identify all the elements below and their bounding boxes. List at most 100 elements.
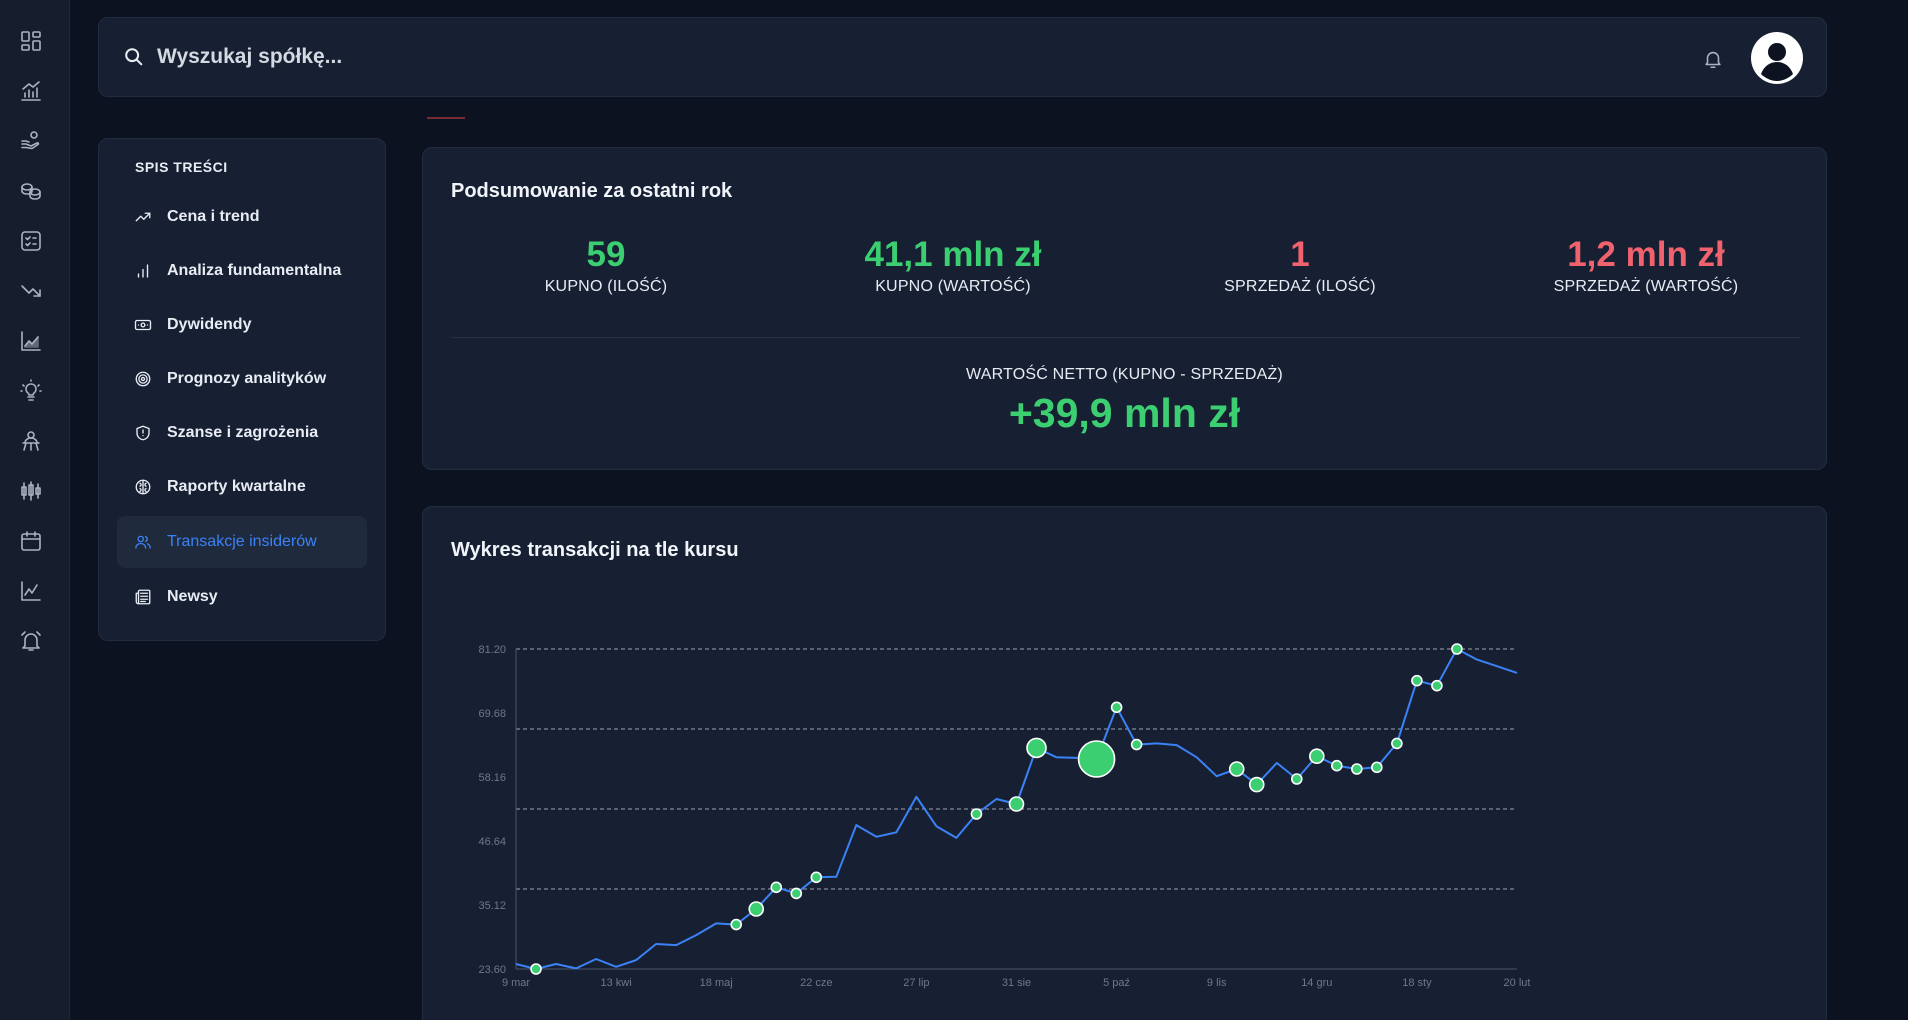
transaction-marker [1008, 796, 1025, 812]
toc-item-raporty-kwartalne[interactable]: Raporty kwartalne [117, 461, 367, 513]
insider-transactions-chart: 23.60 35.12 46.64 58.16 69.68 81.20 9 mar 13 kw… [478, 643, 1531, 989]
checklist-icon[interactable] [19, 229, 43, 253]
table-of-contents: SPIS TREŚCI Cena i trend Analiza fundame… [98, 138, 386, 641]
transaction-marker [970, 808, 983, 820]
users-icon [133, 532, 153, 552]
candlestick-icon[interactable] [19, 479, 43, 503]
notification-bell-icon[interactable] [1702, 48, 1724, 70]
chart-title: Wykres transakcji na tle kursu [451, 539, 739, 561]
transaction-marker [1431, 679, 1443, 692]
transaction-marker [1110, 701, 1123, 714]
y-tick-label: 58.16 [478, 772, 506, 784]
toc-item-label: Dywidendy [167, 316, 252, 333]
divider [451, 337, 1800, 338]
net-value-block: WARTOŚĆ NETTO (KUPNO - SPRZEDAŻ) +39,9 m… [423, 366, 1826, 437]
toc-item-cena-i-trend[interactable]: Cena i trend [117, 191, 367, 243]
bar-chart-icon [133, 261, 153, 281]
toc-item-label: Prognozy analityków [167, 370, 327, 387]
tab-underline [427, 117, 465, 119]
x-tick-label: 9 lis [1207, 977, 1227, 989]
search-input[interactable] [157, 38, 757, 76]
transaction-marker [1391, 737, 1403, 750]
brain-icon [133, 477, 153, 497]
target-icon [133, 369, 153, 389]
transaction-marker [748, 901, 765, 917]
transaction-marker [1331, 759, 1343, 772]
banknote-icon [133, 315, 153, 335]
shield-icon [133, 423, 153, 443]
person-podium-icon[interactable] [19, 429, 43, 453]
transaction-marker [1351, 763, 1363, 775]
transaction-marker [1308, 748, 1325, 765]
stat-value: 1,2 mln zł [1567, 235, 1725, 274]
x-tick-label: 22 cze [800, 977, 832, 989]
icon-rail [0, 0, 70, 1020]
transaction-marker [530, 963, 542, 975]
area-chart-icon[interactable] [19, 329, 43, 353]
transaction-marker [1371, 761, 1383, 774]
transaction-marker [1130, 738, 1143, 751]
transaction-marker [810, 871, 823, 884]
transaction-marker [1411, 674, 1423, 687]
transaction-marker [1290, 773, 1303, 785]
y-tick-label: 69.68 [478, 708, 506, 720]
trending-up-icon [133, 207, 153, 227]
growth-chart-icon[interactable] [19, 79, 43, 103]
x-tick-label: 5 paź [1103, 977, 1130, 989]
transaction-marker [1228, 761, 1245, 777]
chart-card: Wykres transakcji na tle kursu 23.60 35.1… [422, 506, 1827, 1020]
toc-item-label: Raporty kwartalne [167, 478, 306, 495]
y-tick-label: 23.60 [478, 964, 506, 976]
toc-item-analiza-fundamentalna[interactable]: Analiza fundamentalna [117, 245, 367, 297]
alarm-bell-icon[interactable] [19, 629, 43, 653]
stat-buy-count: 59 KUPNO (ILOŚĆ) [456, 234, 756, 296]
top-bar [98, 17, 1827, 97]
summary-card: Podsumowanie za ostatni rok 59 KUPNO (IL… [422, 147, 1827, 470]
trending-down-icon[interactable] [19, 279, 43, 303]
toc-item-szanse-i-zagrozenia[interactable]: Szanse i zagrożenia [117, 407, 367, 459]
stat-value: 59 [586, 235, 626, 274]
stat-sell-count: 1 SPRZEDAŻ (ILOŚĆ) [1150, 234, 1450, 296]
toc-item-label: Cena i trend [167, 208, 260, 225]
toc-item-transakcje-insiderow[interactable]: Transakcje insiderów [117, 516, 367, 568]
x-tick-label: 27 lip [903, 977, 929, 989]
stat-buy-value: 41,1 mln zł KUPNO (WARTOŚĆ) [803, 234, 1103, 296]
hand-coins-icon[interactable] [19, 129, 43, 153]
y-tick-label: 46.64 [478, 836, 506, 848]
x-tick-label: 9 mar [502, 977, 530, 989]
stat-sell-value: 1,2 mln zł SPRZEDAŻ (WARTOŚĆ) [1496, 234, 1796, 296]
transaction-marker [730, 918, 743, 931]
stat-label: KUPNO (ILOŚĆ) [544, 278, 668, 295]
transaction-marker [1248, 776, 1265, 793]
calendar-icon[interactable] [19, 529, 43, 553]
toc-item-label: Transakcje insiderów [167, 533, 317, 550]
coins-icon[interactable] [19, 179, 43, 203]
x-tick-label: 14 gru [1301, 977, 1332, 989]
toc-item-dywidendy[interactable]: Dywidendy [117, 299, 367, 351]
transaction-marker [1451, 643, 1463, 655]
x-tick-label: 13 kwi [601, 977, 632, 989]
dashboard-icon[interactable] [19, 29, 43, 53]
toc-item-label: Szanse i zagrożenia [167, 424, 319, 441]
toc-item-newsy[interactable]: Newsy [117, 571, 367, 623]
search-icon [123, 46, 145, 68]
lightbulb-icon[interactable] [19, 379, 43, 403]
y-tick-label: 81.20 [478, 644, 506, 656]
transaction-marker [770, 881, 783, 894]
transaction-marker [1077, 740, 1116, 778]
toc-item-label: Analiza fundamentalna [167, 262, 342, 279]
line-chart-icon[interactable] [19, 579, 43, 603]
stat-value: 1 [1290, 235, 1310, 274]
toc-item-prognozy-analitykow[interactable]: Prognozy analityków [117, 353, 367, 405]
transaction-marker [790, 887, 803, 900]
x-tick-label: 20 lut [1504, 977, 1531, 989]
x-tick-label: 31 sie [1002, 977, 1031, 989]
x-tick-label: 18 sty [1402, 977, 1432, 989]
stat-label: SPRZEDAŻ (ILOŚĆ) [1224, 278, 1376, 295]
toc-title: SPIS TREŚCI [135, 159, 228, 175]
net-label: WARTOŚĆ NETTO (KUPNO - SPRZEDAŻ) [966, 366, 1283, 383]
stat-value: 41,1 mln zł [864, 235, 1042, 274]
stat-label: SPRZEDAŻ (WARTOŚĆ) [1553, 278, 1739, 295]
user-avatar[interactable] [1751, 32, 1803, 84]
summary-title: Podsumowanie za ostatni rok [451, 180, 733, 202]
